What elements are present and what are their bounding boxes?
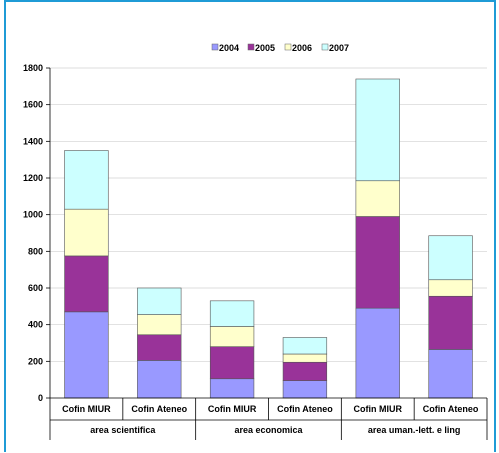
- x-tick-label: Cofin MIUR: [354, 404, 403, 414]
- y-tick-label: 1600: [23, 100, 43, 110]
- bar-segment-2004: [282, 380, 328, 399]
- x-tick-label: Cofin MIUR: [62, 404, 111, 414]
- y-tick-label: 600: [28, 283, 43, 293]
- bar-segment-2007: [282, 337, 328, 355]
- y-tick-label: 1400: [23, 136, 43, 146]
- bar-segment-2004: [64, 311, 109, 399]
- bar-segment-2007: [64, 150, 109, 210]
- legend-swatch-2006: [284, 43, 292, 51]
- bar-segment-2004: [209, 378, 255, 399]
- bar-segment-2005: [282, 361, 328, 381]
- x-tick-label: Cofin Ateneo: [131, 404, 187, 414]
- bar-segment-2005: [355, 216, 400, 309]
- bar-segment-2007: [137, 287, 182, 315]
- x-tick-label: Cofin MIUR: [208, 404, 257, 414]
- y-tick-label: 400: [28, 320, 43, 330]
- bar-segment-2006: [137, 314, 182, 336]
- bar-segment-2006: [355, 180, 400, 217]
- y-tick-label: 1000: [23, 210, 43, 220]
- y-tick-label: 1200: [23, 173, 43, 183]
- x-group-label: area uman.-lett. e ling: [368, 425, 461, 435]
- bar-segment-2005: [209, 346, 255, 380]
- y-tick-label: 1800: [23, 63, 43, 73]
- y-axis: 0 200 400 600 800 1000 1200 1400 1600 1800: [23, 63, 51, 403]
- legend-label: 2006: [292, 43, 312, 53]
- gridlines: [50, 67, 487, 362]
- bar-segment-2007: [355, 78, 400, 182]
- legend-swatch-2005: [247, 43, 255, 51]
- y-tick-label: 800: [28, 246, 43, 256]
- bar-segment-2006: [428, 279, 473, 297]
- legend: 2004 2005 2006 2007: [211, 43, 349, 53]
- bar-segment-2005: [137, 334, 182, 361]
- legend-label: 2004: [219, 43, 239, 53]
- bar-segment-2006: [209, 326, 255, 347]
- x-group-label: area scientifica: [90, 425, 156, 435]
- x-tick-label: Cofin Ateneo: [423, 404, 479, 414]
- bar-segment-2006: [282, 353, 328, 363]
- bar-segment-2005: [428, 295, 473, 350]
- legend-swatch-2004: [211, 43, 219, 51]
- bar-segment-2006: [64, 208, 109, 257]
- bar-segment-2004: [428, 349, 473, 399]
- bar-segment-2004: [137, 360, 182, 399]
- x-axis: Cofin MIUR Cofin Ateneo Cofin MIUR Cofin At…: [49, 397, 488, 440]
- legend-label: 2005: [255, 43, 275, 53]
- bar-segment-2007: [209, 300, 255, 327]
- bar-segment-2005: [64, 255, 109, 313]
- legend-swatch-2007: [321, 43, 329, 51]
- bars: [64, 78, 473, 399]
- x-group-label: area economica: [234, 425, 303, 435]
- y-tick-label: 200: [28, 356, 43, 366]
- bar-segment-2007: [428, 235, 473, 281]
- x-tick-label: Cofin Ateneo: [277, 404, 333, 414]
- bar-segment-2004: [355, 307, 400, 399]
- legend-label: 2007: [329, 43, 349, 53]
- y-tick-label: 0: [38, 393, 43, 403]
